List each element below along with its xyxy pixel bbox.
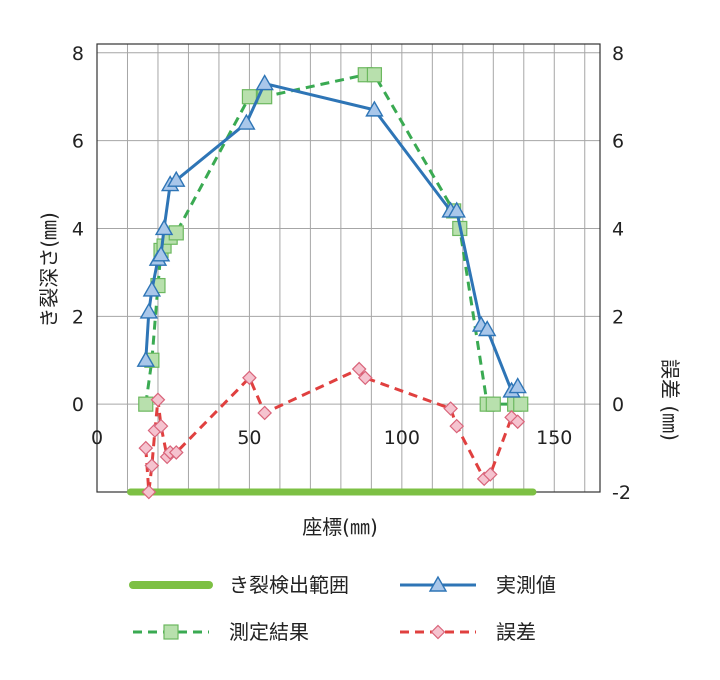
x-axis-title: 座標(㎜) [302,515,378,539]
legend-label: 測定結果 [229,620,309,644]
data-point-square [241,89,258,105]
y-tick-label: 6 [72,131,84,153]
data-point-square [366,67,383,83]
data-point-square [163,624,179,640]
data-point-diamond [144,458,160,473]
x-tick-label: 0 [91,427,103,449]
data-point-triangle [447,201,466,218]
y2-tick-label: 4 [612,218,624,240]
data-point-triangle [136,350,155,367]
series-layer [127,67,537,500]
y-tick-label: 4 [72,218,84,240]
data-point-diamond [257,405,273,421]
plot-frame [96,43,601,493]
data-point-diamond [510,414,526,430]
data-point-diamond [242,370,257,386]
y-tick-label: 8 [72,43,84,65]
y2-tick-label: 0 [612,394,624,416]
y-tick-label: 0 [72,394,84,416]
series-line [144,367,519,494]
y2-tick-label: 8 [612,43,624,65]
data-point-diamond [357,370,373,386]
data-point-square [138,396,154,412]
legend-label: き裂検出範囲 [229,573,349,597]
legend-item: 測定結果 [133,620,309,644]
y2-tick-label: 2 [612,306,624,328]
data-point-triangle [365,100,384,117]
data-point-triangle [255,74,274,91]
tick-labels: 0 50 100 150 0 2 4 6 8 -2 0 2 4 6 8 [72,43,631,504]
legend-item: き裂検出範囲 [129,573,349,597]
data-point-diamond [141,484,157,500]
data-point-triangle [154,219,174,236]
data-point-triangle [508,377,527,394]
x-tick-label: 50 [237,427,261,449]
legend-item: 実測値 [400,573,556,597]
series-4 [138,361,526,500]
legend-label: 誤差 [496,620,536,644]
series-3 [138,67,529,412]
data-point-triangle [237,113,256,130]
data-point-diamond [430,624,446,640]
data-point-diamond [482,467,498,482]
data-point-square [513,396,529,412]
data-point-triangle [151,245,171,262]
legend-label: 実測値 [496,573,556,597]
data-point-diamond [150,392,166,408]
data-point-triangle [142,280,162,297]
data-point-diamond [138,440,154,456]
x-tick-label: 150 [536,427,572,449]
data-point-triangle [139,302,159,319]
data-point-triangle [477,320,497,337]
data-point-diamond [449,418,465,434]
x-tick-label: 100 [384,427,420,449]
series-line [144,82,519,393]
y-tick-label: 2 [72,306,84,328]
y2-axis-title: 誤差 (㎜) [658,359,682,441]
data-point-triangle [167,170,186,187]
y-axis-title: き裂深さ(㎜) [37,212,61,328]
data-point-diamond [443,401,458,416]
data-point-diamond [153,418,169,434]
y2-tick-label: -2 [612,482,631,504]
y2-tick-label: 6 [612,131,624,153]
data-point-diamond [351,361,367,377]
data-point-triangle [428,575,448,592]
data-point-diamond [168,445,184,460]
series-2 [136,74,527,398]
grid [97,44,600,492]
series-line [144,73,521,406]
legend-item: 誤差 [400,620,536,644]
data-point-square [485,396,501,412]
